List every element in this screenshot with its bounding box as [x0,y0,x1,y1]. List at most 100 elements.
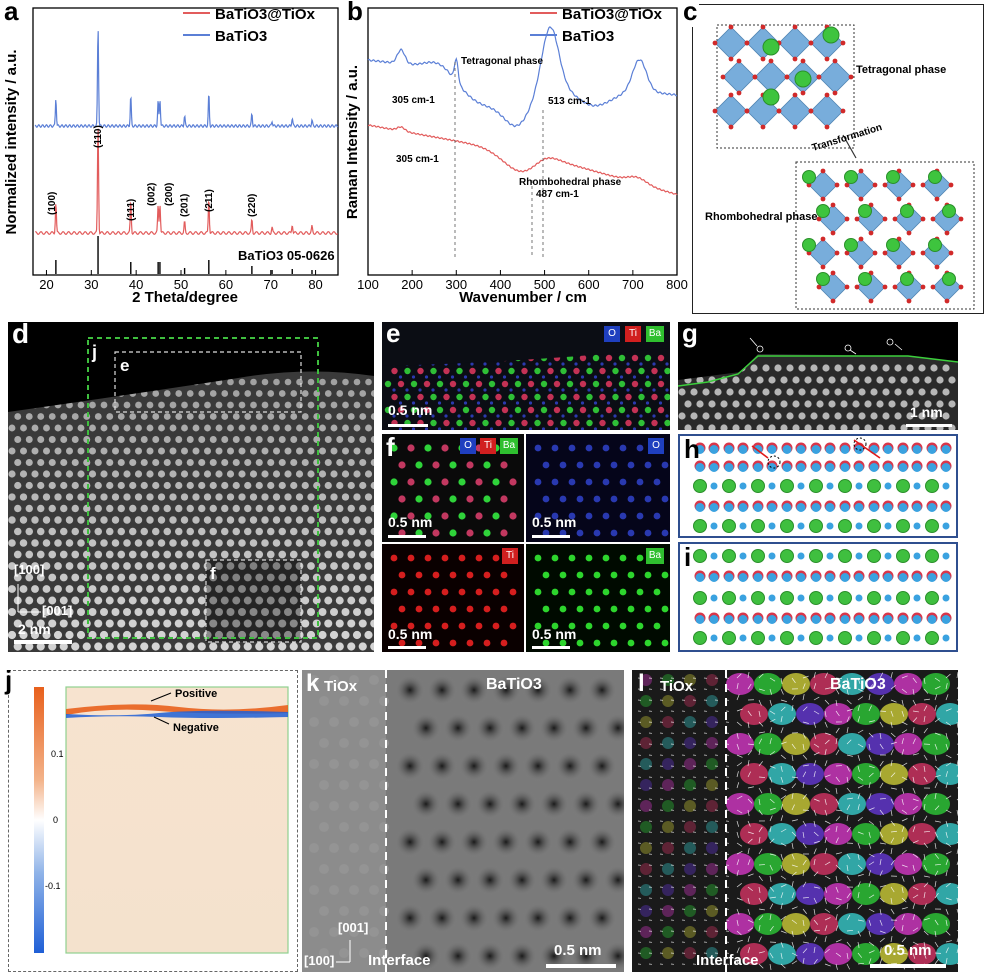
scale-bar-label: 0.5 nm [388,626,433,642]
tiox-label: TiOx [660,678,694,695]
crystal-structure-diagram: Tetragonal phase Rhombohedral phase Tran… [705,24,975,310]
peak-305-top: 305 cm-1 [392,95,435,106]
panel-b: b 100 200 300 400 500 600 700 800 BaTiO3@TiOx B… [345,0,690,318]
x-tick-label: 100 [357,277,379,292]
x-tick-label: 800 [666,277,688,292]
scale-bar-label: 0.5 nm [554,942,602,959]
rhombohedral-phase-label: Rhombohedral phase [705,211,817,223]
region-f-label: f [210,564,216,583]
legend-batio3: BaTiO3 [562,28,614,45]
peak-label: (211) [204,189,215,212]
x-tick-label: 600 [578,277,600,292]
scale-bar-label: 0.5 nm [532,626,577,642]
scale-bar-label: 0.5 nm [388,514,433,530]
legend-batio3-tiox: BaTiO3@TiOx [215,6,316,23]
transformation-label: Transformation [811,122,884,154]
panel-c-label: c [681,0,700,27]
panel-j-strain-map: 0.1 0 -0.1 Positive Negative j [5,665,298,972]
panel-f-composite: f O Ti Ba 0.5 nm [382,434,524,542]
raman-series-batio3-tiox [367,124,678,196]
interface-label: Interface [368,952,431,969]
panel-i-label: i [684,542,692,572]
x-tick-label: 200 [401,277,423,292]
tetragonal-annotation: Tetragonal phase [461,56,543,67]
interface-label: Interface [696,952,759,969]
peak-487: 487 cm-1 [536,189,579,200]
x-tick-label: 400 [490,277,512,292]
peak-label: (110) [93,125,104,148]
region-j-label: j [92,342,98,362]
legend-ba: Ba [646,548,664,564]
panel-d-label: d [12,322,30,349]
x-axis-label: Wavenumber / cm [459,289,587,306]
x-tick-label: 300 [445,277,467,292]
x-axis-label: 2 Theta/degree [132,289,238,306]
panel-b-label: b [347,0,363,26]
xrd-series-batio3 [34,31,339,129]
axis-001-label: [001] [338,920,369,935]
reference-label: BaTiO3 05-0626 [238,248,335,263]
cbar-tick-pos: 0.1 [51,749,64,759]
batio3-label: BaTiO3 [486,676,542,693]
batio3-label: BaTiO3 [830,676,886,693]
x-tick-label: 80 [308,277,322,292]
positive-label: Positive [175,688,217,700]
x-tick-label: 20 [39,277,53,292]
legend-o: O [604,326,620,342]
raman-chart: 100 200 300 400 500 600 700 800 BaTiO3@TiOx BaT… [345,6,688,306]
panel-a: a 20 30 40 50 60 70 80 BaTiO3@TiOx BaTiO3 BaTi… [0,0,345,318]
x-tick-label: 30 [84,277,98,292]
panel-j-label: j [5,665,13,695]
legend-batio3-tiox: BaTiO3@TiOx [562,6,663,23]
y-axis-label: Raman Intensity / a.u. [345,65,361,219]
x-tick-label: 60 [219,277,233,292]
scale-bar-label: 0.5 nm [388,402,433,418]
negative-label: Negative [173,722,219,734]
x-tick-label: 50 [174,277,188,292]
panel-f-label: f [386,434,395,462]
legend-batio3: BaTiO3 [215,28,267,45]
xrd-series-batio3-tiox [35,128,339,236]
panel-l-label: l [638,670,645,697]
legend-ti: Ti [480,438,496,454]
tetragonal-phase-label: Tetragonal phase [856,64,946,76]
peak-305-bottom: 305 cm-1 [396,154,439,165]
panel-l-polarization-map: l TiOx BaTiO3 Interface 0.5 nm [632,670,958,972]
panel-h-atom-model: h [678,434,958,538]
panel-h-label: h [684,434,700,464]
scale-bar-label: 0.5 nm [532,514,577,530]
axis-100-label: [100] [304,953,335,968]
panel-a-label: a [4,0,19,26]
region-e-label: e [120,356,130,375]
peak-label: (220) [247,194,258,217]
peak-label: (100) [47,192,58,215]
rhombohedral-annotation: Rhombohedral phase [519,177,622,188]
panel-k-label: k [306,670,320,697]
legend-ba: Ba [646,326,664,342]
xrd-chart: 20 30 40 50 60 70 80 BaTiO3@TiOx BaTiO3 BaTiO3… [3,6,339,306]
panel-e-label: e [386,322,401,348]
reference-pattern [55,236,313,274]
axis-001-label: [001] [42,603,73,618]
panel-k-interface-image: k TiOx BaTiO3 [001] [100] Interface 0.5 … [302,670,624,972]
legend-o: O [460,438,476,454]
x-tick-label: 70 [263,277,277,292]
raman-series-batio3 [367,26,678,128]
panel-d-stem-image: d j e f [100] [001] 2 nm [8,322,374,652]
peak-label: (201) [180,194,191,217]
tiox-label: TiOx [324,678,358,695]
legend-ti: Ti [502,548,518,564]
panel-f-titanium-map: Ti 0.5 nm [382,544,524,652]
y-axis-label: Normalized intensity / a.u. [3,49,20,234]
panel-c: c Tetragonal phase Rhombohedral phase Tr… [681,0,984,314]
x-tick-label: 500 [534,277,556,292]
scale-bar-label: 2 nm [18,621,51,637]
cbar-tick-zero: 0 [53,815,58,825]
panel-e-eds-map: e O Ti Ba 0.5 nm [382,322,670,430]
peak-label: (111) [126,199,137,221]
scale-bar-label: 1 nm [910,404,943,420]
panel-i-atom-model: i [678,542,958,652]
scale-bar-label: 0.5 nm [884,942,932,959]
x-tick-label: 40 [129,277,143,292]
legend-ba: Ba [500,438,518,454]
